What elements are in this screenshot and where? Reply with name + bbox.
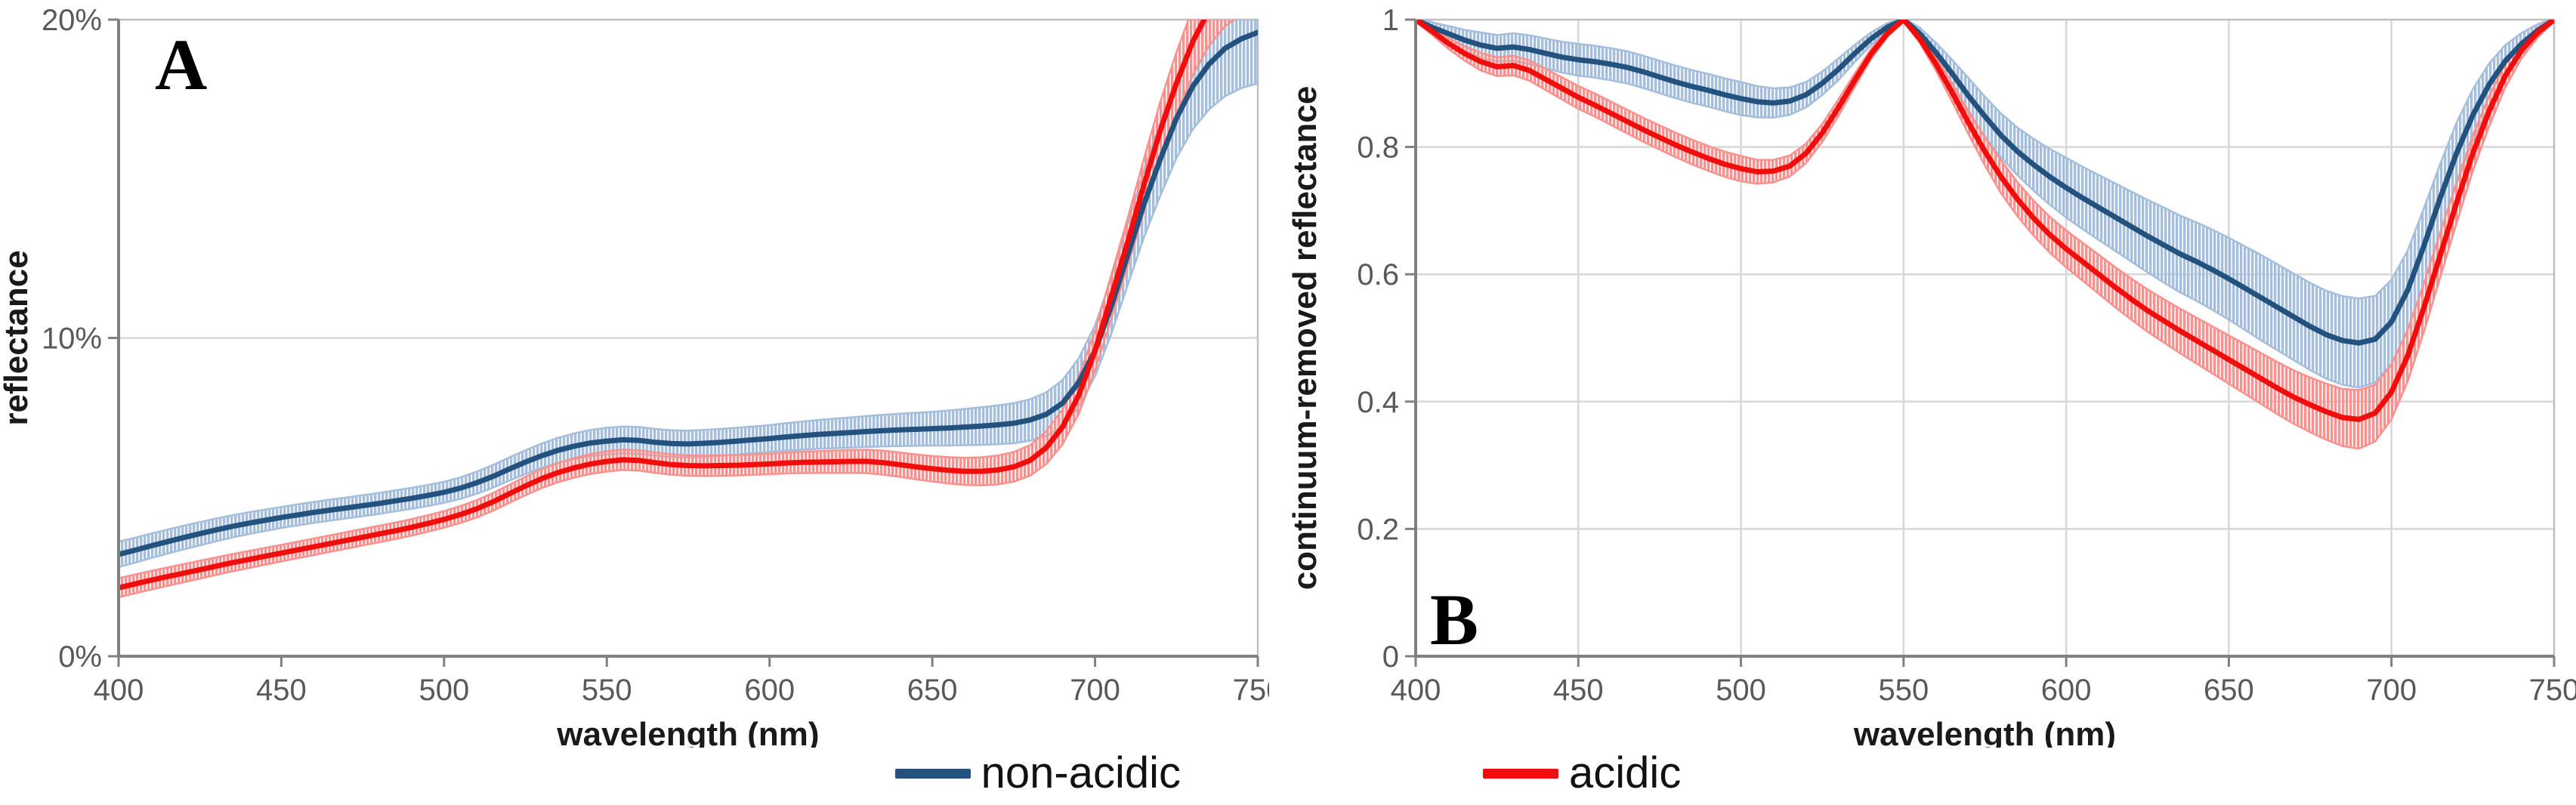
y-tick-label: 0.2 (1357, 513, 1399, 546)
x-tick-label: 700 (2366, 674, 2417, 707)
x-tick-label: 600 (2041, 674, 2092, 707)
non-acidic-line (1416, 20, 2554, 346)
non-acidic-line (119, 29, 1258, 557)
legend-item-non-acidic: non-acidic (894, 748, 1181, 797)
non-acidic-line-swatch (894, 768, 971, 779)
x-tick-label: 650 (2204, 674, 2254, 707)
acidic-line-swatch (1483, 768, 1559, 779)
y-tick-label: 1 (1382, 4, 1399, 37)
acidic-uncertainty-band (119, 20, 1237, 599)
x-tick-label: 550 (582, 674, 632, 707)
panel-letter-a: A (155, 24, 207, 105)
y-axis-title: continuum-removed reflectance (1286, 86, 1324, 591)
legend: non-acidic acidic (0, 742, 2576, 805)
y-axis-title: reflectance (0, 250, 35, 425)
x-tick-label: 450 (1553, 674, 1604, 707)
plot-area (119, 20, 1258, 599)
chart-panel-a: 400 450 500 550 600 650 700 750 0% 10% 20% waveleng… (0, 4, 1269, 748)
y-tick-label: 0 (1382, 640, 1399, 674)
y-tick-label: 20% (42, 4, 102, 37)
y-tick-label: 0.6 (1357, 258, 1399, 291)
acidic-line (1416, 20, 2554, 422)
legend-item-acidic: acidic (1483, 751, 1681, 795)
acidic-line (119, 20, 1207, 591)
y-tick-label: 0.4 (1357, 386, 1399, 419)
x-tick-label: 550 (1878, 674, 1929, 707)
acidic-uncertainty-band (1416, 20, 2554, 450)
x-tick-label: 450 (256, 674, 307, 707)
x-axis-title: wavelength (nm) (556, 716, 819, 748)
x-axis-title: wavelength (nm) (1853, 716, 2116, 748)
x-tick-label: 750 (2529, 674, 2576, 707)
x-tick-label: 400 (94, 674, 144, 707)
x-tick-label: 500 (1716, 674, 1766, 707)
x-tick-label: 600 (744, 674, 795, 707)
y-tick-label: 0.8 (1357, 131, 1399, 165)
non-acidic-label: non-acidic (981, 748, 1181, 797)
x-tick-label: 650 (907, 674, 958, 707)
acidic-label: acidic (1569, 748, 1682, 797)
chart-panel-b: 400 450 500 550 600 650 700 750 0 0.2 0.4 0.6 0.8 1 wa… (1286, 4, 2576, 748)
plot-area (1416, 20, 2554, 450)
x-tick-label: 500 (419, 674, 469, 707)
x-tick-label: 750 (1233, 674, 1269, 707)
non-acidic-uncertainty-band (119, 20, 1258, 569)
x-tick-label: 400 (1391, 674, 1441, 707)
y-tick-label: 0% (58, 640, 102, 674)
x-tick-label: 700 (1070, 674, 1120, 707)
non-acidic-uncertainty-band (1416, 20, 2554, 389)
y-tick-label: 10% (42, 322, 102, 356)
panel-letter-b: B (1430, 579, 1478, 660)
